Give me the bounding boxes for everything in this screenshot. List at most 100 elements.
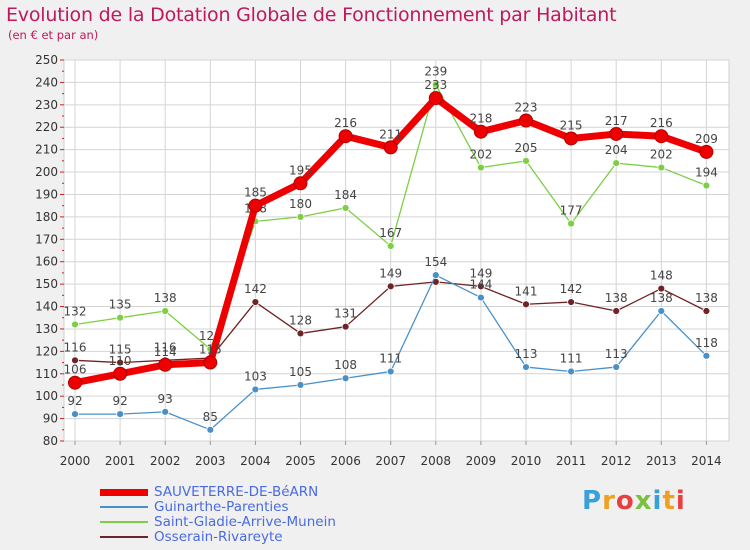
x-tick-label: 2013 bbox=[646, 454, 677, 468]
data-label: 118 bbox=[695, 336, 718, 350]
y-tick-label: 80 bbox=[43, 434, 58, 448]
data-point bbox=[71, 410, 79, 419]
data-point bbox=[116, 410, 124, 419]
data-point bbox=[699, 144, 714, 159]
chart-subtitle: (en € et par an) bbox=[8, 28, 99, 42]
data-point bbox=[338, 129, 353, 144]
legend-label: Saint-Gladie-Arrive-Munein bbox=[154, 514, 336, 530]
y-tick-label: 180 bbox=[35, 210, 58, 224]
data-point bbox=[567, 219, 575, 228]
data-point bbox=[522, 300, 530, 309]
data-point bbox=[161, 307, 170, 315]
data-point bbox=[473, 124, 488, 139]
data-point bbox=[612, 159, 621, 167]
y-tick-label: 130 bbox=[35, 322, 58, 336]
data-label: 114 bbox=[154, 345, 177, 359]
data-label: 209 bbox=[695, 132, 718, 146]
x-tick-label: 2006 bbox=[330, 454, 361, 468]
legend-swatch bbox=[100, 506, 148, 508]
data-point bbox=[206, 425, 215, 434]
legend-label: Osserain-Rivareyte bbox=[154, 529, 283, 545]
data-point bbox=[203, 355, 218, 370]
data-point bbox=[248, 198, 263, 213]
data-point bbox=[519, 113, 533, 128]
data-point bbox=[567, 298, 575, 306]
data-label: 92 bbox=[112, 394, 127, 408]
y-tick-label: 210 bbox=[35, 143, 58, 157]
data-label: 149 bbox=[469, 266, 492, 280]
data-point bbox=[296, 381, 305, 389]
y-tick-label: 160 bbox=[35, 255, 58, 269]
data-label: 215 bbox=[560, 118, 583, 132]
data-label: 154 bbox=[424, 255, 447, 269]
legend-item: Guinarthe-Parenties bbox=[100, 500, 336, 515]
data-label: 218 bbox=[469, 112, 492, 126]
x-tick-label: 2014 bbox=[691, 454, 722, 468]
data-label: 142 bbox=[244, 282, 267, 296]
data-point bbox=[657, 163, 666, 172]
data-point bbox=[71, 320, 79, 329]
data-point bbox=[702, 181, 711, 190]
data-label: 135 bbox=[109, 298, 132, 312]
data-label: 239 bbox=[424, 65, 447, 79]
data-label: 132 bbox=[64, 304, 87, 318]
data-point bbox=[116, 358, 124, 367]
data-point bbox=[386, 242, 395, 250]
data-label: 85 bbox=[203, 410, 218, 424]
data-label: 142 bbox=[560, 282, 583, 296]
x-tick-label: 2005 bbox=[285, 454, 316, 468]
data-point bbox=[293, 176, 308, 191]
legend-label: SAUVETERRE-DE-BéARN bbox=[154, 484, 319, 500]
proxiti-logo: Proxiti bbox=[582, 486, 686, 516]
legend-item: Osserain-Rivareyte bbox=[100, 530, 336, 545]
data-point bbox=[612, 363, 621, 371]
data-label: 128 bbox=[289, 313, 312, 327]
data-label: 111 bbox=[560, 352, 583, 366]
x-tick-label: 2012 bbox=[601, 454, 632, 468]
data-point bbox=[296, 212, 305, 221]
data-label: 204 bbox=[605, 143, 628, 157]
data-label: 202 bbox=[650, 148, 673, 162]
data-label: 116 bbox=[154, 340, 177, 354]
legend-label: Guinarthe-Parenties bbox=[154, 499, 289, 515]
data-label: 131 bbox=[334, 307, 357, 321]
data-label: 144 bbox=[469, 278, 492, 292]
x-tick-label: 2003 bbox=[195, 454, 226, 468]
data-label: 105 bbox=[289, 365, 312, 379]
data-label: 177 bbox=[560, 204, 583, 218]
data-point bbox=[341, 204, 350, 212]
x-tick-label: 2002 bbox=[150, 454, 181, 468]
data-label: 167 bbox=[379, 226, 402, 240]
data-point bbox=[386, 367, 395, 376]
data-point bbox=[612, 307, 621, 315]
chart-title: Evolution de la Dotation Globale de Fonc… bbox=[6, 4, 617, 26]
data-label: 138 bbox=[650, 291, 673, 305]
y-tick-label: 90 bbox=[43, 412, 58, 426]
legend-swatch bbox=[100, 536, 148, 538]
x-tick-label: 2010 bbox=[511, 454, 542, 468]
data-label: 180 bbox=[289, 197, 312, 211]
data-label: 108 bbox=[334, 358, 357, 372]
x-tick-label: 2011 bbox=[556, 454, 587, 468]
data-label: 216 bbox=[334, 116, 357, 130]
data-label: 141 bbox=[515, 284, 538, 298]
data-point bbox=[161, 407, 170, 416]
y-tick-label: 110 bbox=[35, 367, 58, 381]
data-point bbox=[522, 363, 530, 371]
data-label: 138 bbox=[605, 291, 628, 305]
data-label: 205 bbox=[515, 141, 538, 155]
data-point bbox=[113, 366, 128, 381]
legend: SAUVETERRE-DE-BéARN Guinarthe-Parenties … bbox=[100, 485, 336, 545]
legend-item: Saint-Gladie-Arrive-Munein bbox=[100, 515, 336, 530]
y-tick-label: 220 bbox=[35, 120, 58, 134]
data-label: 217 bbox=[605, 114, 628, 128]
data-point bbox=[341, 322, 350, 331]
data-label: 184 bbox=[334, 188, 357, 202]
data-label: 223 bbox=[515, 101, 538, 115]
legend-swatch bbox=[100, 488, 148, 496]
data-label: 111 bbox=[379, 352, 402, 366]
data-label: 202 bbox=[469, 148, 492, 162]
y-tick-label: 190 bbox=[35, 187, 58, 201]
data-label: 115 bbox=[109, 343, 132, 357]
data-point bbox=[296, 329, 305, 338]
